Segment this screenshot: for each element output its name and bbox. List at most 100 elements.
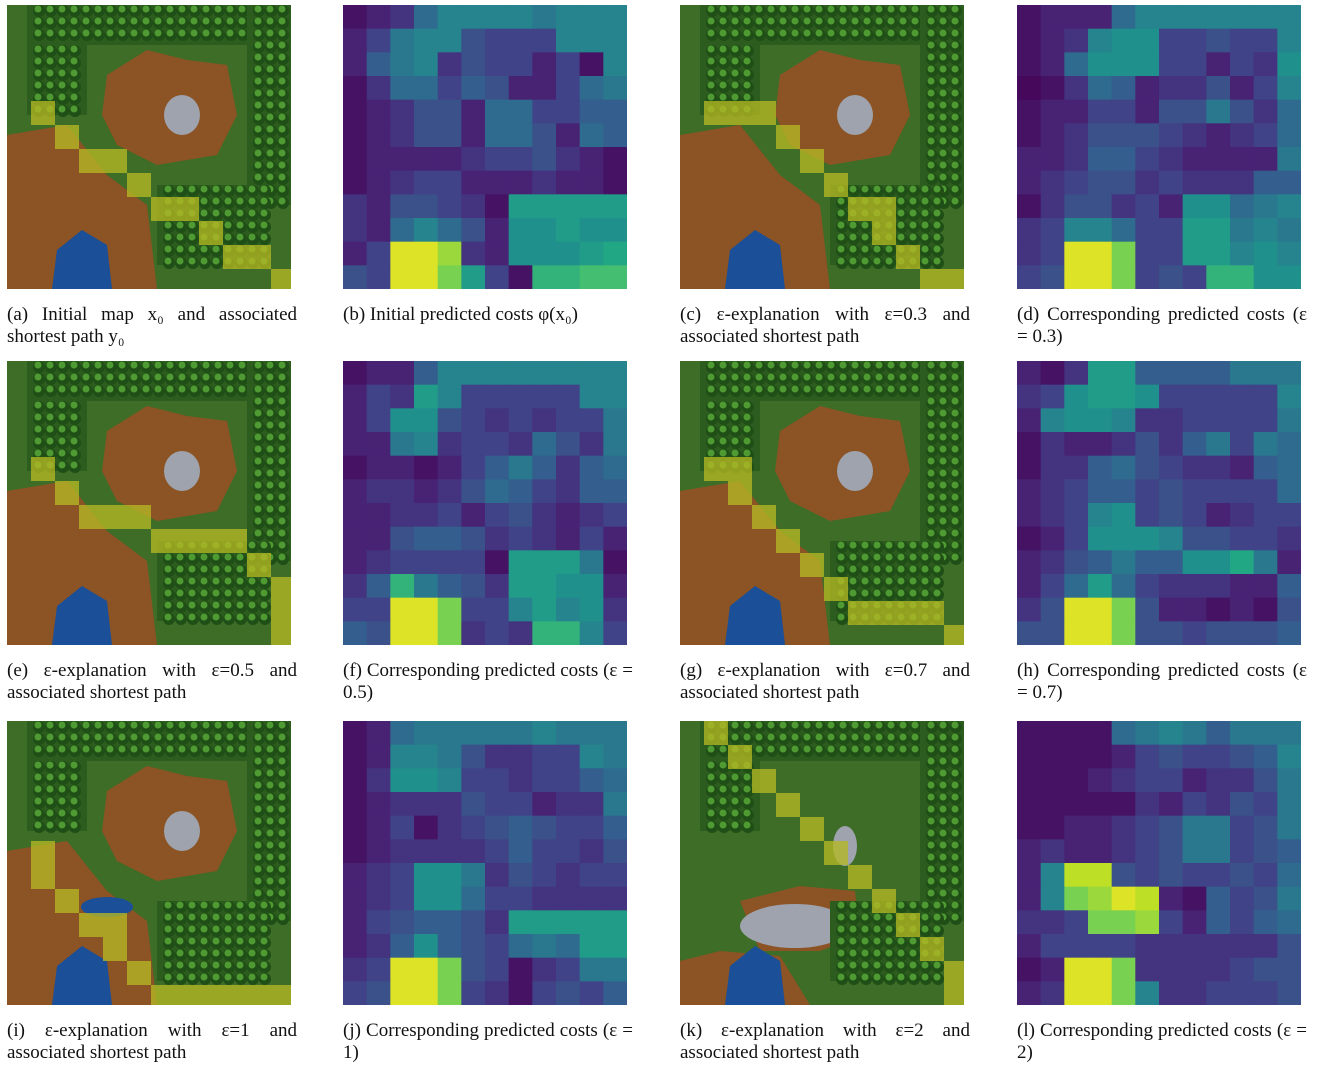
cost-cell xyxy=(1088,768,1113,793)
cost-cell xyxy=(437,957,462,982)
cost-cell xyxy=(1088,910,1113,935)
cost-cell xyxy=(461,981,486,1005)
caption-g: (g) ε-explanation with ε=0.7 and associa… xyxy=(680,660,970,703)
cost-cell xyxy=(437,792,462,817)
cost-cell xyxy=(1206,934,1231,959)
cost-cell xyxy=(1182,479,1207,504)
cost-cell xyxy=(366,839,391,864)
cost-cell xyxy=(1206,503,1231,528)
cost-cell xyxy=(366,792,391,817)
cost-cell xyxy=(1064,839,1089,864)
cost-cell xyxy=(1040,768,1065,793)
caption-c: (c) ε-explanation with ε=0.3 and associa… xyxy=(680,304,970,347)
cost-cell xyxy=(1206,721,1231,746)
cost-cell xyxy=(1088,28,1113,53)
cost-cell xyxy=(366,170,391,195)
cost-cell xyxy=(1182,52,1207,77)
cost-cell xyxy=(414,721,439,746)
cost-cell xyxy=(1135,886,1160,911)
map-panel-e xyxy=(7,361,291,645)
cost-cell xyxy=(1088,744,1113,769)
cost-cell xyxy=(414,384,439,409)
cost-cell xyxy=(508,550,533,575)
cost-cell xyxy=(1277,621,1301,645)
cost-cell xyxy=(485,28,510,53)
cost-cell xyxy=(603,768,627,793)
cost-cell xyxy=(1206,384,1231,409)
cost-cell xyxy=(414,265,439,289)
cost-cell xyxy=(1111,721,1136,746)
cost-cell xyxy=(390,863,415,888)
cost-cell xyxy=(1064,76,1089,101)
cost-cell xyxy=(1253,621,1278,645)
cost-cell xyxy=(603,792,627,817)
cost-cell xyxy=(485,934,510,959)
cost-cell xyxy=(1206,744,1231,769)
cost-cell xyxy=(437,839,462,864)
cost-cell xyxy=(1159,241,1184,266)
cost-cell xyxy=(485,194,510,219)
cost-cell xyxy=(1230,744,1255,769)
rock-pile xyxy=(837,95,873,135)
cost-cell xyxy=(1040,265,1065,289)
cost-cell xyxy=(532,384,557,409)
cost-cell xyxy=(1253,432,1278,457)
rock-pile xyxy=(164,811,200,851)
cost-cell xyxy=(1206,815,1231,840)
cost-cell xyxy=(1230,621,1255,645)
cost-cell xyxy=(414,218,439,243)
cost-cell xyxy=(1253,241,1278,266)
cost-cell xyxy=(1064,5,1089,30)
cost-cell xyxy=(1017,792,1042,817)
cost-cell xyxy=(1088,792,1113,817)
cost-cell xyxy=(1230,5,1255,30)
cost-cell xyxy=(1017,99,1042,124)
cost-cell xyxy=(1230,384,1255,409)
cost-cell xyxy=(1135,52,1160,77)
cost-cell xyxy=(1064,526,1089,551)
cost-cell xyxy=(556,194,581,219)
cost-cell xyxy=(390,147,415,172)
cost-cell xyxy=(1182,147,1207,172)
cost-cell xyxy=(366,721,391,746)
cost-cell xyxy=(556,550,581,575)
cost-cell xyxy=(1135,99,1160,124)
cost-cell xyxy=(1277,241,1301,266)
cost-cell xyxy=(1182,503,1207,528)
cost-cell xyxy=(1206,621,1231,645)
cost-cell xyxy=(414,526,439,551)
cost-cell xyxy=(1206,52,1231,77)
cost-cell xyxy=(1135,241,1160,266)
cost-cell xyxy=(556,839,581,864)
cost-cell xyxy=(437,28,462,53)
cost-cell xyxy=(532,147,557,172)
cost-cell xyxy=(1253,792,1278,817)
cost-cell xyxy=(579,170,604,195)
cost-cell xyxy=(1206,526,1231,551)
cost-cell xyxy=(532,526,557,551)
cost-cell xyxy=(343,218,368,243)
cost-cell xyxy=(1206,28,1231,53)
cost-cell xyxy=(1135,5,1160,30)
cost-cell xyxy=(603,721,627,746)
cost-cell xyxy=(1230,597,1255,622)
cost-heatmap-f xyxy=(343,361,627,645)
cost-cell xyxy=(461,408,486,433)
cost-cell xyxy=(1277,526,1301,551)
cost-cell xyxy=(1040,194,1065,219)
cost-cell xyxy=(1277,408,1301,433)
cost-cell xyxy=(1277,815,1301,840)
cost-cell xyxy=(603,957,627,982)
cost-cell xyxy=(532,597,557,622)
cost-cell xyxy=(390,621,415,645)
cost-cell xyxy=(603,744,627,769)
cost-cell xyxy=(390,574,415,599)
cost-cell xyxy=(579,957,604,982)
cost-cell xyxy=(1017,170,1042,195)
cost-cell xyxy=(1017,721,1042,746)
shortest-path xyxy=(704,721,964,1005)
cost-cell xyxy=(1017,52,1042,77)
cost-cell xyxy=(1277,597,1301,622)
cost-cell xyxy=(603,815,627,840)
cost-cell xyxy=(1040,218,1065,243)
